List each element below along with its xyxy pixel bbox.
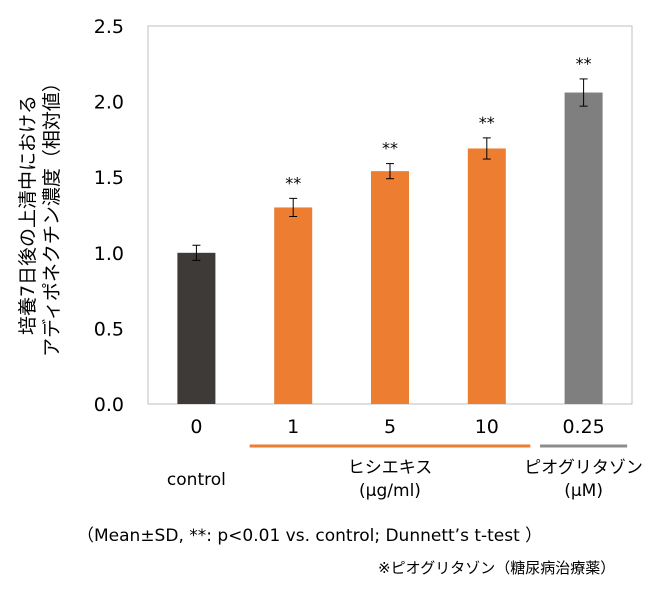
bar — [274, 207, 313, 404]
y-tick-label: 2.5 — [94, 16, 124, 38]
bar — [371, 171, 409, 404]
bar — [177, 252, 216, 404]
y-axis-label-line: アディポネクチン濃度（相対値） — [41, 73, 63, 357]
y-axis-label: 培養7日後の上清中における アディポネクチン濃度（相対値） — [17, 73, 63, 357]
y-axis-ticks: 0.0 0.5 1.0 1.5 2.0 2.5 — [94, 16, 124, 416]
significance-label: ** — [576, 54, 592, 73]
bar — [564, 92, 603, 404]
category-groups: control ヒシエキス (μg/ml) ピオグリタゾン (μM) — [167, 444, 643, 501]
group-label: (μg/ml) — [359, 481, 421, 501]
y-tick-label: 1.5 — [94, 167, 124, 189]
subnote: ※ピオグリタゾン（糖尿病治療薬） — [378, 559, 616, 577]
x-tick-label: 5 — [384, 416, 396, 438]
x-axis-ticks: 0 1 5 10 0.25 — [190, 416, 604, 438]
bars: ** ** ** ** — [177, 54, 603, 404]
group-label: ピオグリタゾン — [524, 458, 643, 478]
group-label: ヒシエキス — [348, 458, 433, 478]
x-tick-label: 0.25 — [562, 416, 604, 438]
bar — [467, 148, 506, 404]
significance-label: ** — [479, 113, 495, 132]
x-tick-label: 0 — [190, 416, 202, 438]
x-tick-label: 10 — [475, 416, 499, 438]
y-axis-label-line: 培養7日後の上清中における — [17, 95, 39, 335]
y-tick-label: 0.0 — [94, 394, 124, 416]
x-tick-label: 1 — [287, 416, 299, 438]
footnote: （Mean±SD, **: p<0.01 vs. control; Dunnet… — [77, 526, 543, 546]
group-label: control — [167, 470, 226, 490]
group-label: (μM) — [564, 481, 603, 501]
y-tick-label: 0.5 — [94, 318, 124, 340]
y-tick-label: 1.0 — [94, 243, 124, 265]
significance-label: ** — [285, 173, 301, 192]
y-tick-label: 2.0 — [94, 92, 124, 114]
significance-label: ** — [382, 139, 398, 158]
